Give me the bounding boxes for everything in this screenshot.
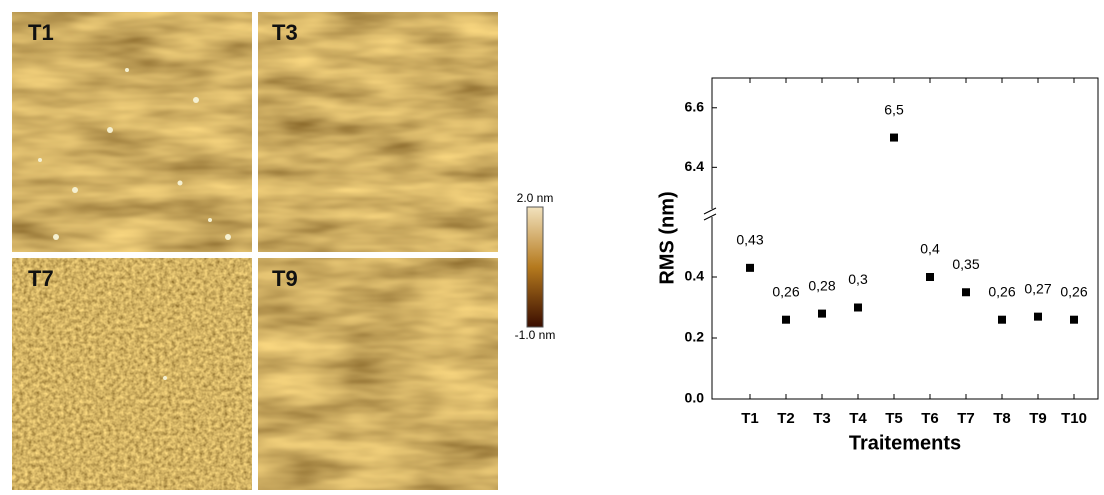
x-tick-label: T7 [957, 410, 975, 427]
x-tick-label: T5 [885, 410, 903, 427]
value-label: 0,3 [848, 271, 868, 287]
point [962, 288, 970, 297]
y-tick-label: 6.6 [685, 98, 705, 114]
afm-image [12, 258, 252, 490]
panel-label: T7 [28, 266, 54, 291]
x-tick-label: T10 [1061, 410, 1087, 427]
afm-image [258, 12, 498, 252]
point [746, 263, 754, 272]
y-tick-label: 0.4 [685, 268, 705, 284]
value-label: 0,26 [988, 283, 1015, 299]
axis-break-gap [705, 209, 719, 217]
point [998, 315, 1006, 324]
y-tick-label: 0.2 [685, 329, 705, 345]
value-label: 0,28 [808, 277, 835, 293]
panel-label: T9 [272, 266, 298, 291]
y-tick-label: 6.4 [685, 158, 705, 174]
axis-break [703, 207, 717, 221]
value-label: 0,26 [1060, 283, 1087, 299]
panel-labels: T1 T3 T7 T9 [28, 20, 298, 291]
afm-images: T1 T3 T7 T9 2.0 nm -1.0 nm [12, 12, 555, 490]
point [854, 303, 862, 312]
point [1034, 312, 1042, 321]
afm-image [12, 12, 252, 252]
x-tick-label: T3 [813, 410, 831, 427]
x-tick-label: T1 [741, 410, 759, 427]
chart: Traitements RMS (nm) 0.0 0.2 0.4 6.4 6.6 T1 0,… [656, 77, 1099, 454]
value-label: 0,35 [952, 256, 979, 272]
x-tick-label: T6 [921, 410, 939, 427]
point [926, 273, 934, 281]
panel-label: T3 [272, 20, 298, 45]
afm-image [258, 258, 498, 490]
point [818, 309, 826, 318]
x-tick-label: T8 [993, 410, 1011, 427]
y-axis-title: RMS (nm) [656, 191, 678, 284]
value-label: 0,27 [1024, 280, 1051, 296]
x-tick-label: T9 [1029, 410, 1047, 427]
value-label: 0,26 [772, 283, 799, 299]
value-label: 0,4 [920, 241, 940, 257]
point [1070, 315, 1078, 324]
colorbar-min: -1.0 nm [515, 328, 556, 342]
value-label: 0,43 [736, 232, 763, 248]
particles [38, 68, 231, 380]
plot-frame [711, 77, 1099, 400]
x-tick-label: T4 [849, 410, 867, 427]
point [782, 315, 790, 324]
panel-label: T1 [28, 20, 54, 45]
colorbar [526, 206, 544, 328]
value-label: 6,5 [884, 101, 904, 117]
x-axis-title: Traitements [849, 432, 961, 454]
y-tick-label: 0.0 [685, 390, 705, 406]
point [890, 133, 898, 142]
x-tick-label: T2 [777, 410, 795, 427]
colorbar-max: 2.0 nm [517, 191, 554, 205]
